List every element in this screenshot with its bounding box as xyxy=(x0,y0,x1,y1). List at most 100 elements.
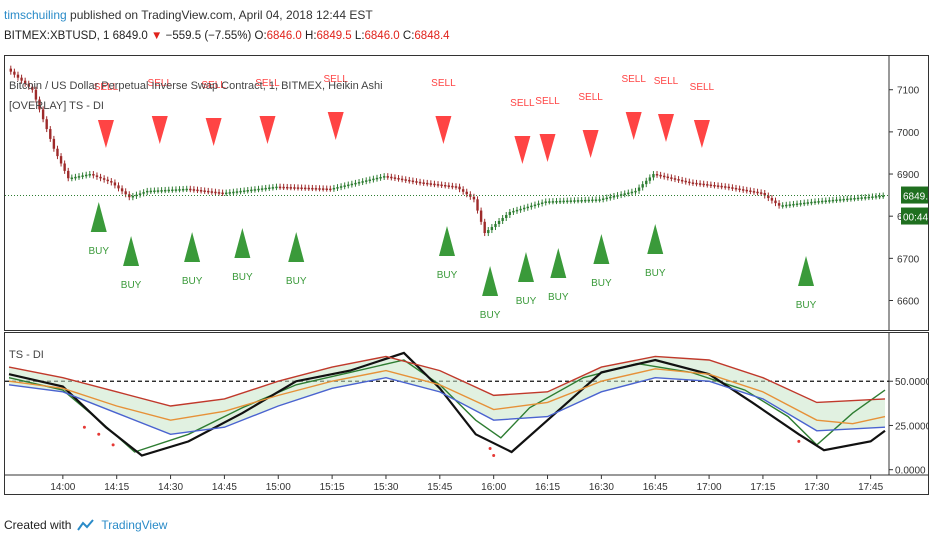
candle-body xyxy=(770,198,774,201)
candle-body xyxy=(605,197,608,200)
candle-body xyxy=(774,200,777,204)
time-tick-label: 15:15 xyxy=(320,482,345,493)
buy-marker xyxy=(550,248,567,278)
tradingview-brand[interactable]: TradingView xyxy=(101,518,168,532)
candle-body xyxy=(153,190,156,193)
candle-body xyxy=(368,179,372,182)
candle-body xyxy=(16,74,20,78)
candle-body xyxy=(38,99,41,110)
candle-body xyxy=(612,195,616,198)
candle-body xyxy=(397,178,400,180)
sell-label: SELL xyxy=(255,78,280,89)
candle-body xyxy=(92,174,95,176)
candle-body xyxy=(598,199,601,201)
candle-body xyxy=(688,181,691,184)
candle-body xyxy=(45,119,48,130)
candle-body xyxy=(239,190,242,193)
publisher-username[interactable]: timschuiling xyxy=(4,8,67,22)
candle-body xyxy=(260,188,264,190)
candle-body xyxy=(20,77,23,81)
candle-body xyxy=(314,188,318,190)
sell-marker xyxy=(658,114,674,142)
symbol-name[interactable]: BITMEX:XBTUSD, 1 xyxy=(4,30,110,42)
timer-tag-bg xyxy=(901,207,928,225)
candle-body xyxy=(673,178,677,180)
candle-body xyxy=(117,185,120,189)
sell-marker xyxy=(259,116,276,144)
price-pane[interactable]: 6600670068006900700071006849.000:44SELLS… xyxy=(4,55,932,331)
sell-marker xyxy=(151,116,168,144)
candle-body xyxy=(663,175,666,178)
candle-body xyxy=(415,181,418,183)
sell-marker xyxy=(582,130,599,158)
price-chart[interactable]: 6600670068006900700071006849.000:44SELLS… xyxy=(5,56,932,330)
buy-marker xyxy=(439,226,455,256)
time-tick-label: 16:30 xyxy=(589,482,614,493)
sell-marker xyxy=(97,120,114,148)
candle-body xyxy=(756,191,759,194)
candle-body xyxy=(375,177,379,180)
pane-title: Bitcoin / US Dollar Perpetual Inverse Sw… xyxy=(9,80,383,92)
candle-body xyxy=(637,187,641,191)
candle-body xyxy=(382,176,386,178)
candle-body xyxy=(264,187,267,190)
candle-body xyxy=(246,190,249,192)
candle-body xyxy=(49,129,52,139)
candle-body xyxy=(555,201,558,203)
sell-marker xyxy=(327,112,344,140)
candle-body xyxy=(203,190,206,192)
candle-body xyxy=(185,188,188,191)
sell-label: SELL xyxy=(690,82,715,93)
candle-body xyxy=(619,194,623,196)
sell-marker xyxy=(205,118,222,146)
indicator-chart[interactable]: 0.0000 25.0000 50.0000 14:00 14:15 14:30 14:45… xyxy=(5,333,932,494)
candle-body xyxy=(77,176,81,178)
buy-label: BUY xyxy=(121,280,142,291)
close-value: 6848.4 xyxy=(414,30,450,42)
candle-body xyxy=(350,183,354,186)
buy-label: BUY xyxy=(286,276,307,287)
candle-body xyxy=(526,206,529,209)
candle-body xyxy=(645,180,648,185)
candle-body xyxy=(533,204,537,207)
candle-body xyxy=(562,200,565,203)
candle-body xyxy=(293,187,296,189)
candle-body xyxy=(217,192,221,194)
candle-body xyxy=(512,210,515,213)
candle-body xyxy=(677,179,680,181)
candle-body xyxy=(332,187,336,190)
candle-body xyxy=(465,191,468,195)
indicator-label[interactable]: TS - DI xyxy=(9,349,44,361)
candle-body xyxy=(461,189,465,192)
candle-body xyxy=(303,187,307,190)
buy-label: BUY xyxy=(516,296,537,307)
candle-body xyxy=(684,180,687,183)
candle-body xyxy=(882,195,885,198)
candle-body xyxy=(128,194,131,198)
candle-body xyxy=(540,202,544,204)
indicator-series-line xyxy=(8,368,886,425)
candle-body xyxy=(59,156,63,164)
candle-body xyxy=(813,201,817,203)
candle-body xyxy=(404,179,407,181)
overlay-label[interactable]: [OVERLAY] TS - DI xyxy=(9,100,104,112)
buy-label: BUY xyxy=(88,246,109,257)
candle-body xyxy=(160,190,163,192)
candle-body xyxy=(763,193,766,196)
candle-body xyxy=(27,83,30,87)
candle-body xyxy=(458,186,461,190)
close-label: C: xyxy=(402,30,415,42)
candle-body xyxy=(530,205,533,208)
indicator-pane[interactable]: 0.0000 25.0000 50.0000 14:00 14:15 14:30 14:45… xyxy=(4,332,932,495)
indicator-tick-label: 50.0000 xyxy=(895,377,928,388)
candle-body xyxy=(74,176,77,179)
candle-body xyxy=(497,221,501,225)
candle-body xyxy=(289,187,293,189)
candle-body xyxy=(745,189,748,192)
candle-body xyxy=(781,205,784,207)
time-tick-label: 17:15 xyxy=(750,482,775,493)
sell-label: SELL xyxy=(510,98,535,109)
candle-body xyxy=(253,189,257,191)
buy-label: BUY xyxy=(437,270,458,281)
open-value: 6846.0 xyxy=(266,30,302,42)
